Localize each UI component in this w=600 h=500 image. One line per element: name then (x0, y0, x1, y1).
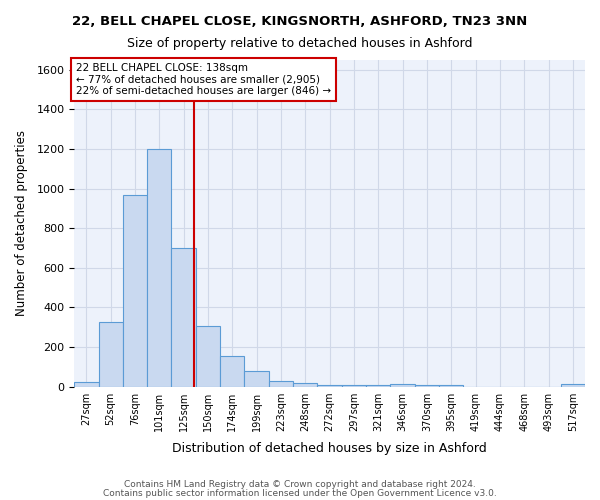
Text: 22, BELL CHAPEL CLOSE, KINGSNORTH, ASHFORD, TN23 3NN: 22, BELL CHAPEL CLOSE, KINGSNORTH, ASHFO… (73, 15, 527, 28)
Bar (196, 326, 220, 386)
Bar (172, 248, 196, 386)
Text: Contains HM Land Registry data © Crown copyright and database right 2024.: Contains HM Land Registry data © Crown c… (124, 480, 476, 489)
Bar (220, 356, 244, 386)
Bar (439, 384, 463, 386)
Bar (293, 383, 317, 386)
Text: 22 BELL CHAPEL CLOSE: 138sqm
← 77% of detached houses are smaller (2,905)
22% of: 22 BELL CHAPEL CLOSE: 138sqm ← 77% of de… (76, 63, 331, 96)
Bar (98, 322, 123, 386)
Bar (147, 149, 172, 386)
Bar (269, 380, 293, 386)
Bar (415, 384, 439, 386)
Bar (560, 384, 585, 386)
Bar (391, 384, 415, 386)
Bar (74, 382, 98, 386)
Bar (317, 384, 342, 386)
Text: Contains public sector information licensed under the Open Government Licence v3: Contains public sector information licen… (103, 488, 497, 498)
Text: Size of property relative to detached houses in Ashford: Size of property relative to detached ho… (127, 38, 473, 51)
Bar (342, 384, 366, 386)
Bar (366, 384, 391, 386)
Y-axis label: Number of detached properties: Number of detached properties (15, 130, 28, 316)
X-axis label: Distribution of detached houses by size in Ashford: Distribution of detached houses by size … (172, 442, 487, 455)
Bar (244, 370, 269, 386)
Bar (123, 194, 147, 386)
